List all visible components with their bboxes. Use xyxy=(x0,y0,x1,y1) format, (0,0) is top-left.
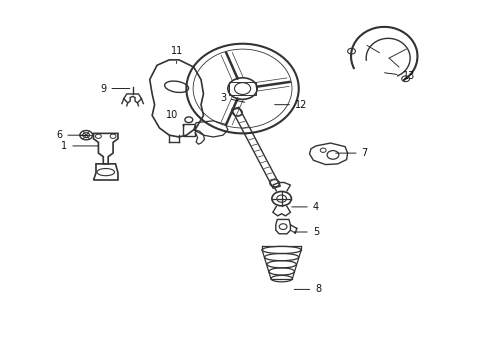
Text: 13: 13 xyxy=(385,71,415,81)
Text: 10: 10 xyxy=(166,111,184,126)
Text: 7: 7 xyxy=(336,148,368,158)
Text: 11: 11 xyxy=(171,46,183,63)
Text: 1: 1 xyxy=(61,141,98,151)
Text: 8: 8 xyxy=(294,284,321,294)
Text: 6: 6 xyxy=(56,130,88,140)
Text: 12: 12 xyxy=(275,100,307,110)
Text: 9: 9 xyxy=(100,84,130,94)
Text: 4: 4 xyxy=(292,202,319,212)
Text: 5: 5 xyxy=(294,227,319,237)
Text: 3: 3 xyxy=(220,93,245,103)
